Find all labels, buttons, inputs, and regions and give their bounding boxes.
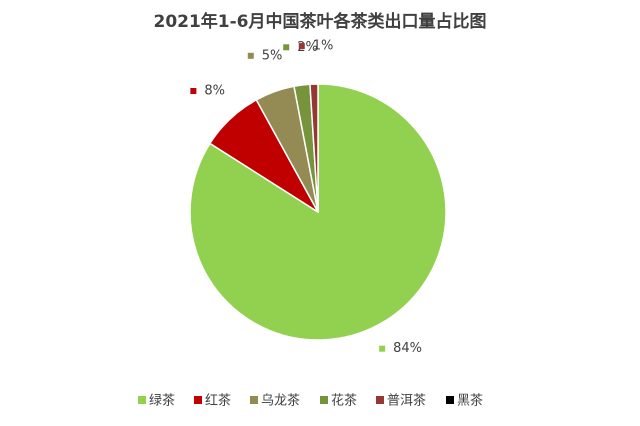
legend-swatch — [194, 396, 202, 404]
chart-title: 2021年1-6月中国茶叶各茶类出口量占比图 — [153, 11, 486, 32]
legend-swatch — [376, 396, 384, 404]
data-label: 5% — [262, 48, 283, 63]
label-marker — [247, 52, 254, 59]
pie-slice — [309, 83, 319, 213]
data-label: 84% — [393, 341, 422, 356]
data-label: 1% — [313, 39, 334, 54]
label-marker — [298, 43, 305, 50]
legend-label: 红茶 — [205, 393, 231, 409]
label-marker — [379, 345, 386, 352]
label-marker — [283, 44, 290, 51]
legend-label: 花茶 — [331, 393, 357, 409]
legend-swatch — [250, 396, 258, 404]
legend-label: 普洱茶 — [387, 393, 426, 409]
label-marker — [190, 87, 197, 94]
legend-swatch — [320, 396, 328, 404]
legend-swatch — [446, 396, 454, 404]
legend-label: 黑茶 — [457, 393, 483, 409]
legend-label: 乌龙茶 — [261, 393, 300, 409]
data-label: 8% — [204, 83, 225, 98]
legend-swatch — [138, 396, 146, 404]
legend-label: 绿茶 — [149, 393, 175, 409]
